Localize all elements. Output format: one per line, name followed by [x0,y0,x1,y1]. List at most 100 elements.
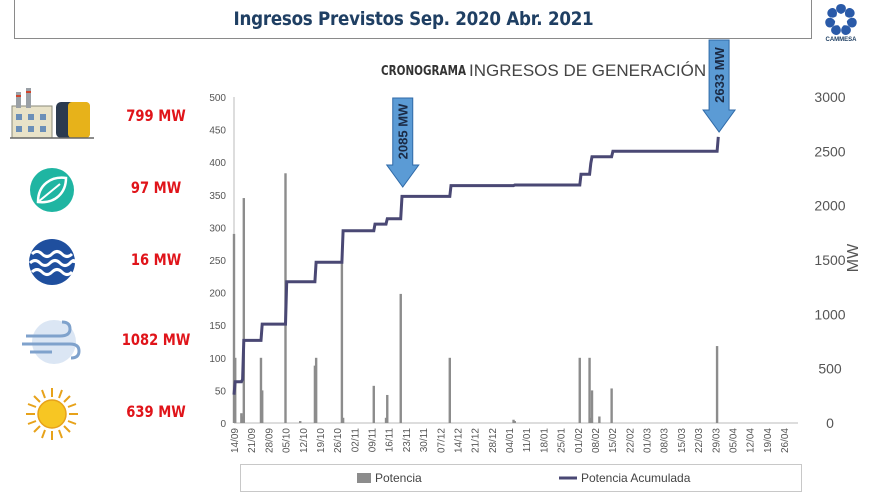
left-tick-label: 150 [209,321,226,332]
hydro-mw-label: 16 MW [130,250,182,269]
x-tick-label: 28/12 [488,428,499,453]
solar-mw-label: 639 MW [126,402,186,421]
thermal-mw-label: 799 MW [126,106,186,125]
x-tick-label: 18/01 [539,428,550,453]
bar-potencia [313,365,317,423]
x-tick-label: 22/03 [694,428,705,453]
cammesa-logo-icon [825,4,857,35]
x-tick-label: 25/01 [557,428,568,453]
x-tick-label: 01/03 [643,428,654,453]
x-tick-label: 16/11 [385,428,396,453]
legend-swatch-bar [357,473,371,483]
logo-text: CAMMESA [825,37,857,43]
tech-row-thermal: 799 MW [8,88,208,148]
left-tick-label: 250 [209,256,226,267]
left-tick-label: 450 [209,126,226,137]
x-tick-label: 02/11 [350,428,361,453]
left-tick-label: 50 [215,386,227,397]
biomass-mw-label: 97 MW [130,178,182,197]
bar-potencia [598,416,601,423]
right-tick-label: 2500 [814,143,845,159]
bar-potencia [715,346,719,423]
right-axis-label: MW [845,243,862,272]
thermal-plant-icon [10,88,94,139]
x-tick-label: 08/03 [660,428,671,453]
x-axis: 14/09 21/09 28/09 05/10 12/10 19/10 26/10 02/11… [230,428,791,453]
wind-icon [22,320,81,364]
right-axis: 0 500 1000 1500 2000 2500 3000 [814,89,845,431]
callout-label: 2633 MW [712,46,727,102]
x-tick-label: 29/03 [711,428,722,453]
x-tick-label: 21/09 [247,428,258,453]
x-tick-label: 12/10 [299,428,310,453]
bar-potencia [299,421,302,423]
bar-potencia [340,263,344,423]
right-tick-label: 1000 [814,306,845,322]
left-tick-label: 0 [220,419,226,430]
right-tick-label: 0 [826,415,834,431]
x-tick-label: 15/02 [608,428,619,453]
bar-potencia [232,233,236,423]
x-tick-label: 05/10 [282,428,293,453]
bar-potencia [261,390,264,423]
legend-label-bar: Potencia [375,471,422,485]
x-tick-label: 15/03 [677,428,688,453]
tech-row-biomass: 97 MW [8,160,208,220]
left-axis: 0 50 100 150 200 250 300 350 400 450 500 [209,93,798,430]
bar-potencia [512,419,515,423]
callout-arrow [702,39,737,133]
tech-row-wind: 1082 MW [8,312,208,372]
bar-series-potencia [232,173,719,423]
x-tick-label: 21/12 [471,428,482,453]
bar-potencia [241,416,244,423]
left-tick-label: 350 [209,191,226,202]
bar-potencia [448,357,451,423]
legend: Potencia Potencia Acumulada [240,464,802,492]
x-tick-label: 08/02 [591,428,602,453]
hydro-water-icon [28,239,76,285]
x-tick-label: 23/11 [402,428,413,453]
right-tick-label: 1500 [814,252,845,268]
x-tick-label: 30/11 [419,428,430,453]
bar-potencia [341,417,345,423]
x-tick-label: 05/04 [728,428,739,453]
bar-potencia [590,390,594,423]
bar-potencia [588,357,591,423]
left-tick-label: 400 [209,158,226,169]
x-tick-label: 26/10 [333,428,344,453]
x-tick-label: 28/09 [264,428,275,453]
x-tick-label: 19/04 [763,428,774,453]
bar-potencia [259,357,263,423]
bar-potencia [384,417,388,423]
bar-potencia [386,394,389,423]
solar-sun-icon [26,388,78,440]
left-tick-label: 200 [209,289,226,300]
page-title: Ingresos Previstos Sep. 2020 Abr. 2021 [233,8,593,30]
legend-label-line: Potencia Acumulada [581,471,691,485]
x-tick-label: 04/01 [505,428,516,453]
x-tick-label: 07/12 [436,428,447,453]
tech-row-hydro: 16 MW [8,232,208,292]
bar-potencia [610,388,613,423]
x-tick-label: 26/04 [780,428,791,453]
bar-potencia [513,421,516,423]
left-tick-label: 300 [209,223,226,234]
callout-arrow [385,97,420,188]
x-tick-label: 22/02 [625,428,636,453]
wind-mw-label: 1082 MW [121,330,191,349]
bar-potencia [240,413,243,423]
x-tick-label: 19/10 [316,428,327,453]
bar-potencia [242,198,246,423]
x-tick-label: 11/01 [522,428,533,453]
x-tick-label: 09/11 [368,428,379,453]
right-tick-label: 2000 [814,198,845,214]
bar-potencia [314,357,318,423]
x-tick-label: 14/12 [453,428,464,453]
bar-potencia [589,417,592,423]
tech-row-solar: 639 MW [8,384,208,444]
right-tick-label: 3000 [814,89,845,105]
x-tick-label: 01/02 [574,428,585,453]
bar-potencia [578,357,581,423]
line-series-potencia-acumulada [232,136,720,395]
bar-potencia [399,293,402,423]
